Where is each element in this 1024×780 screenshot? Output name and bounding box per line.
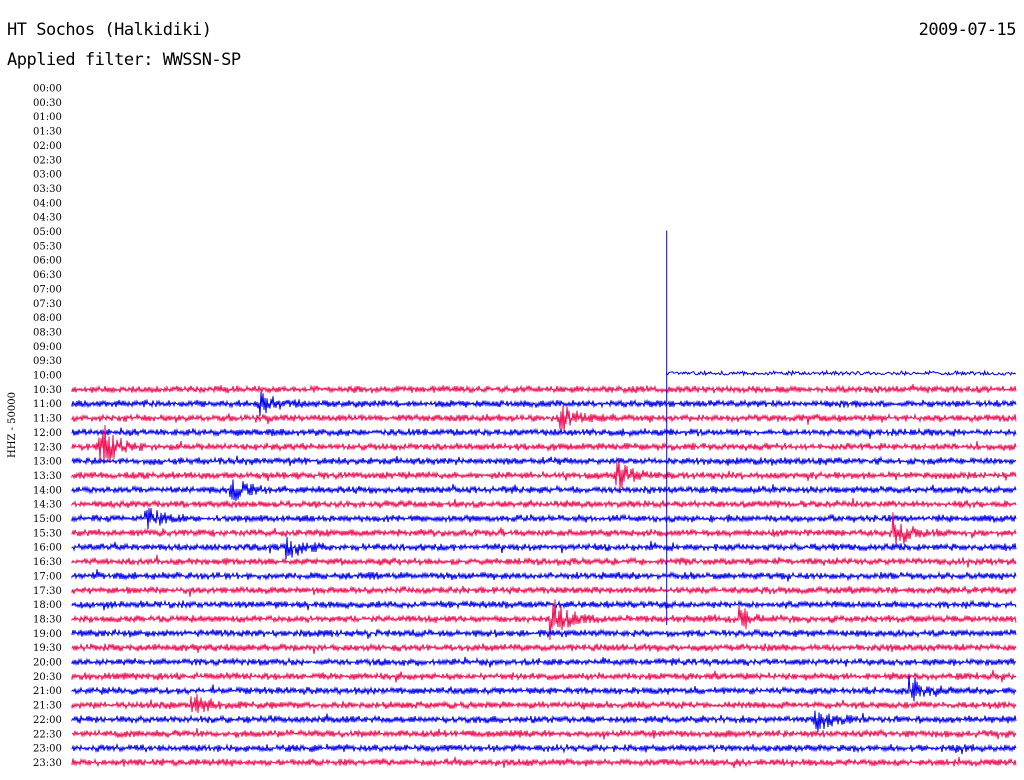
time-tick-label: 02:00 — [33, 141, 62, 152]
time-tick-label: 19:00 — [33, 629, 62, 640]
trace-1130 — [71, 405, 1017, 433]
time-tick-label: 20:00 — [33, 658, 62, 669]
trace-1000 — [666, 369, 1017, 377]
trace-1200 — [71, 427, 1017, 439]
trace-1430 — [71, 498, 1017, 510]
time-tick-label: 17:30 — [33, 586, 62, 597]
time-tick-label: 06:30 — [33, 270, 62, 281]
time-tick-label: 06:00 — [33, 256, 62, 267]
trace-1230 — [71, 424, 1017, 464]
channel-label: HHZ - 50000 — [7, 392, 18, 458]
trace-2200 — [71, 710, 1017, 732]
time-tick-label: 07:30 — [33, 299, 62, 310]
trace-1800 — [71, 599, 1017, 611]
trace-1400 — [71, 479, 1017, 501]
trace-2300 — [71, 742, 1017, 755]
time-tick-label: 00:30 — [33, 98, 62, 109]
filter-label: Applied filter: WWSSN-SP — [7, 50, 241, 70]
time-tick-label: 04:00 — [33, 198, 62, 209]
trace-2100 — [71, 675, 1017, 702]
station-title: HT Sochos (Halkidiki) — [7, 20, 212, 40]
time-tick-label: 14:30 — [33, 500, 62, 511]
trace-1900 — [71, 628, 1017, 639]
trace-1030 — [71, 384, 1017, 395]
time-tick-label: 21:30 — [33, 701, 62, 712]
time-tick-label: 08:30 — [33, 327, 62, 338]
trace-1830 — [71, 599, 1017, 641]
time-tick-label: 10:30 — [33, 385, 62, 396]
time-tick-label: 15:00 — [33, 514, 62, 525]
time-tick-label: 22:30 — [33, 729, 62, 740]
time-tick-label: 01:30 — [33, 127, 62, 138]
trace-1600 — [71, 536, 1017, 560]
trace-2000 — [71, 656, 1017, 668]
time-tick-label: 09:00 — [33, 342, 62, 353]
trace-1630 — [71, 554, 1017, 568]
time-tick-label: 09:30 — [33, 356, 62, 367]
time-tick-label: 11:30 — [33, 414, 62, 425]
time-tick-label: 04:30 — [33, 213, 62, 224]
time-tick-label: 23:30 — [33, 758, 62, 769]
time-tick-label: 01:00 — [33, 112, 62, 123]
trace-2130 — [71, 694, 1017, 714]
time-tick-label: 00:00 — [33, 84, 62, 95]
seismic-traces — [71, 230, 1017, 769]
date-label: 2009-07-15 — [918, 20, 1017, 40]
time-tick-label: 22:00 — [33, 715, 62, 726]
time-tick-label: 18:30 — [33, 614, 62, 625]
time-tick-labels: 00:00 00:30 01:00 01:30 02:00 02:30 03:00 03:30… — [33, 84, 62, 769]
time-tick-label: 20:30 — [33, 672, 62, 683]
time-tick-label: 23:00 — [33, 744, 62, 755]
time-tick-label: 11:00 — [33, 399, 62, 410]
trace-2230 — [71, 728, 1017, 740]
time-tick-label: 05:30 — [33, 241, 62, 252]
time-tick-label: 16:30 — [33, 557, 62, 568]
trace-1100 — [71, 391, 1017, 416]
time-tick-label: 14:00 — [33, 485, 62, 496]
time-tick-label: 19:30 — [33, 643, 62, 654]
time-tick-label: 16:00 — [33, 543, 62, 554]
time-tick-label: 18:00 — [33, 600, 62, 611]
trace-2330 — [71, 756, 1017, 769]
time-tick-label: 08:00 — [33, 313, 62, 324]
time-tick-label: 21:00 — [33, 686, 62, 697]
time-tick-label: 13:00 — [33, 457, 62, 468]
trace-1300 — [71, 455, 1017, 466]
trace-1700 — [71, 569, 1017, 582]
trace-1500 — [71, 508, 1017, 530]
trace-2030 — [71, 669, 1017, 683]
time-tick-label: 13:30 — [33, 471, 62, 482]
time-tick-label: 17:00 — [33, 571, 62, 582]
trace-1530 — [71, 512, 1017, 545]
trace-1330 — [71, 459, 1017, 491]
time-tick-label: 07:00 — [33, 284, 62, 295]
trace-1730 — [71, 585, 1017, 597]
time-tick-label: 02:30 — [33, 155, 62, 166]
time-tick-label: 03:00 — [33, 170, 62, 181]
trace-1930 — [71, 642, 1017, 655]
time-tick-label: 12:30 — [33, 442, 62, 453]
time-tick-label: 12:00 — [33, 428, 62, 439]
time-tick-label: 15:30 — [33, 528, 62, 539]
time-tick-label: 03:30 — [33, 184, 62, 195]
time-tick-label: 10:00 — [33, 371, 62, 382]
time-tick-label: 05:00 — [33, 227, 62, 238]
